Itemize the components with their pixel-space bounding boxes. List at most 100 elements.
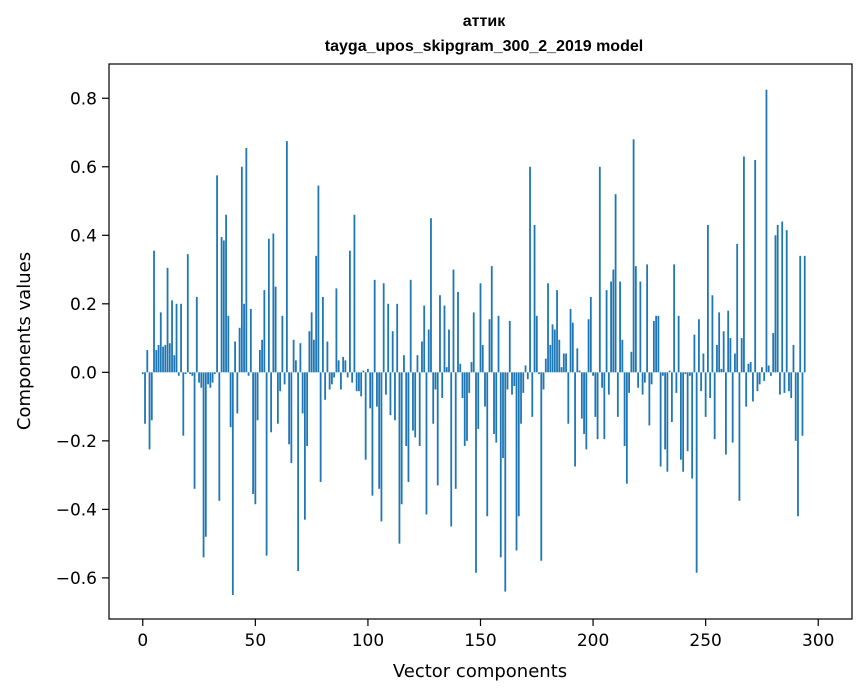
y-axis-label: Components values — [14, 252, 35, 430]
bar-95 — [355, 372, 358, 392]
bar-204 — [601, 372, 603, 388]
bar-100 — [367, 368, 369, 373]
bar-61 — [279, 372, 282, 392]
bar-27 — [202, 372, 205, 558]
bar-186 — [560, 367, 563, 373]
bar-175 — [535, 315, 538, 373]
bar-230 — [659, 372, 662, 467]
bar-196 — [583, 372, 585, 434]
x-tick-label: 200 — [577, 631, 609, 651]
bar-155 — [490, 266, 493, 373]
bar-284 — [781, 221, 784, 373]
bar-118 — [407, 372, 410, 482]
bar-146 — [470, 362, 473, 373]
bar-120 — [412, 372, 414, 431]
bar-190 — [569, 308, 572, 373]
bar-262 — [731, 372, 734, 443]
bar-225 — [648, 372, 651, 426]
bar-159 — [499, 372, 502, 558]
bar-23 — [193, 372, 196, 489]
bar-142 — [461, 372, 464, 399]
bar-64 — [285, 141, 288, 373]
bar-266 — [740, 338, 743, 373]
bar-50 — [254, 372, 257, 505]
bar-292 — [799, 255, 802, 373]
bar-92 — [349, 250, 351, 373]
bar-45 — [243, 303, 245, 373]
bar-65 — [288, 372, 291, 445]
bar-287 — [788, 372, 790, 392]
bar-4 — [150, 372, 153, 421]
x-tick-label: 50 — [245, 631, 267, 651]
bar-254 — [713, 372, 716, 440]
bar-143 — [463, 372, 466, 446]
bar-139 — [454, 372, 457, 489]
bar-200 — [592, 372, 594, 376]
bar-44 — [240, 166, 243, 373]
bar-281 — [774, 235, 777, 373]
bar-136 — [448, 329, 450, 373]
bar-11 — [166, 267, 169, 373]
bar-51 — [256, 372, 259, 421]
bar-129 — [432, 372, 435, 424]
bar-123 — [418, 372, 421, 446]
bar-164 — [511, 372, 513, 395]
bar-259 — [725, 372, 727, 455]
y-tick-label: 0.6 — [70, 158, 97, 178]
bar-24 — [195, 296, 198, 373]
y-tick-label: 0.2 — [70, 295, 97, 315]
x-tick-label: 300 — [802, 631, 834, 651]
y-tick-label: 0.4 — [70, 226, 97, 246]
bar-125 — [423, 305, 426, 373]
bar-94 — [353, 214, 356, 373]
bar-147 — [472, 312, 475, 373]
bar-107 — [382, 283, 385, 373]
bar-43 — [238, 327, 241, 373]
bar-198 — [587, 319, 590, 373]
bar-62 — [281, 315, 284, 373]
bar-89 — [342, 356, 345, 373]
bar-144 — [466, 372, 468, 441]
bar-223 — [643, 372, 646, 383]
bar-71 — [301, 372, 304, 414]
bar-54 — [263, 290, 266, 373]
bar-85 — [333, 372, 336, 378]
bar-288 — [790, 372, 793, 399]
bar-272 — [754, 159, 757, 373]
bar-21 — [189, 372, 191, 375]
bar-72 — [303, 372, 306, 520]
bar-252 — [709, 372, 712, 399]
bar-141 — [459, 363, 462, 373]
bar-220 — [637, 372, 640, 388]
bar-158 — [497, 315, 500, 373]
bar-6 — [155, 350, 158, 373]
bar-88 — [340, 372, 342, 390]
bar-14 — [173, 355, 176, 373]
bar-163 — [508, 320, 511, 373]
x-axis-ticks: 0 50 100 150 200 250 300 — [137, 619, 834, 651]
bar-40 — [231, 372, 234, 596]
bar-140 — [457, 291, 459, 373]
bar-183 — [553, 329, 556, 373]
bar-26 — [200, 372, 203, 388]
bar-56 — [267, 238, 270, 373]
bar-180 — [547, 283, 549, 373]
bar-162 — [506, 372, 509, 390]
bar-16 — [177, 372, 180, 376]
bar-86 — [335, 288, 338, 373]
bar-192 — [574, 372, 576, 467]
bar-12 — [168, 343, 171, 373]
bar-244 — [691, 372, 694, 479]
bar-243 — [688, 372, 691, 376]
bar-33 — [216, 175, 218, 373]
chart-title: аттик — [463, 13, 506, 30]
bar-168 — [520, 372, 522, 424]
bar-124 — [421, 341, 423, 373]
bar-77 — [315, 255, 318, 373]
bar-104 — [376, 372, 378, 407]
bar-222 — [641, 372, 644, 395]
bar-194 — [578, 370, 581, 373]
bar-273 — [756, 372, 759, 392]
bar-209 — [612, 269, 615, 373]
